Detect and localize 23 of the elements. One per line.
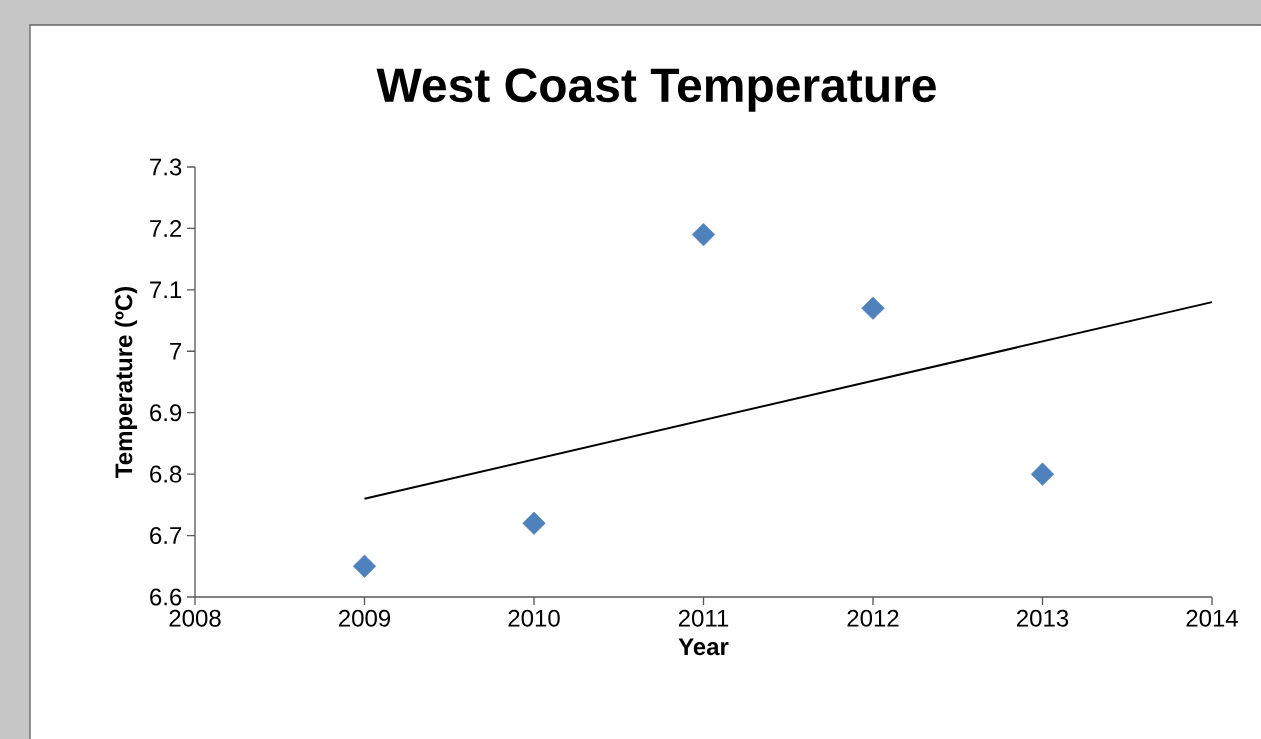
point [861,296,885,320]
x-tick-label: 2011 [678,609,729,627]
point [1030,462,1055,486]
y-tick-label: 6.9 [150,404,182,422]
y-tick-label: 6.7 [150,527,182,545]
x-tick-label: 2009 [339,609,391,627]
point [691,222,716,247]
x-tick-label: 2013 [1017,609,1069,627]
point [522,511,546,535]
y-tick-label: 7.3 [150,158,182,176]
x-tick-label: 2008 [169,609,221,627]
x-axis-title: Year [678,638,729,656]
point [352,554,377,578]
y-tick-label: 7 [170,343,182,360]
x-tick-label: 2012 [847,609,899,627]
y-tick-label: 7.1 [150,281,182,299]
y-tick-label: 6.8 [150,465,182,483]
chart-title: West Coast Temperature [376,68,936,112]
x-tick-label: 2014 [1186,609,1238,627]
y-tick-label: 7.2 [150,220,182,237]
x-tick-label: 2010 [508,609,560,627]
y-tick-label: 6.6 [150,588,182,606]
y-axis-title: Temperature (ºC) [114,287,138,478]
